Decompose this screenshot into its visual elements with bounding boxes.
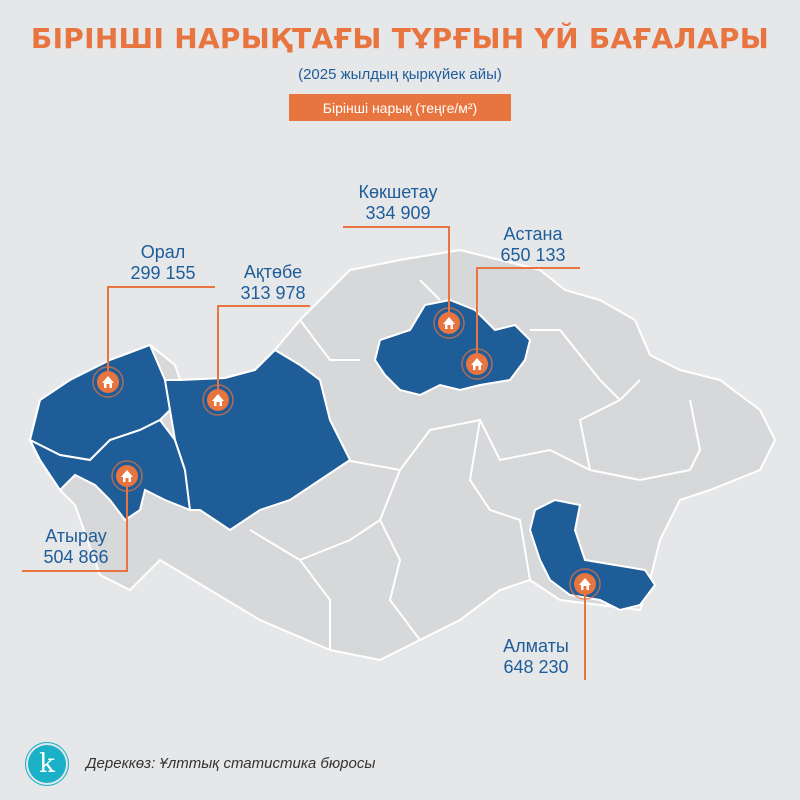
- region-atyrau: [27, 418, 192, 522]
- leader-astana: [476, 267, 580, 364]
- source-note: Дереккөз: Ұлттық статистика бюросы: [86, 755, 376, 772]
- page-subtitle: (2025 жылдың қыркүйек айы): [298, 66, 502, 83]
- legend-label: Бірінші нарық (теңге/м²): [289, 94, 511, 121]
- house-marker-astana-icon: [461, 348, 493, 380]
- house-marker-kokshetau-icon: [433, 307, 465, 339]
- region-akmola: [373, 298, 532, 397]
- leader-oral: [107, 286, 215, 382]
- leader-lines: [22, 226, 586, 680]
- house-marker-oral-icon: [92, 366, 124, 398]
- city-price: 504 866: [43, 547, 109, 567]
- city-name: Көкшетау: [358, 182, 438, 202]
- region-almaty: [528, 498, 657, 612]
- region-borders: [249, 279, 702, 650]
- city-price: 299 155: [130, 263, 196, 283]
- country-outline: [28, 248, 777, 662]
- city-price: 650 133: [500, 245, 566, 265]
- city-name: Алматы: [503, 636, 569, 656]
- leader-atyrau: [22, 476, 128, 572]
- house-marker-almaty-icon: [569, 568, 601, 600]
- page-title: БІРІНШІ НАРЫҚТАҒЫ ТҰРҒЫН ҮЙ БАҒАЛАРЫ: [30, 22, 770, 55]
- city-label-almaty: Алматы 648 230: [488, 636, 584, 678]
- leader-kokshetau: [343, 226, 450, 323]
- leader-aktobe: [217, 305, 310, 400]
- city-price: 648 230: [503, 657, 569, 677]
- house-marker-aktobe-icon: [202, 384, 234, 416]
- city-label-atyrau: Атырау 504 866: [28, 526, 124, 568]
- city-name: Ақтөбе: [243, 262, 303, 282]
- city-name: Астана: [503, 224, 563, 244]
- city-label-aktobe: Ақтөбе 313 978: [228, 262, 318, 304]
- city-name: Орал: [140, 242, 186, 262]
- city-label-astana: Астана 650 133: [488, 224, 578, 266]
- city-label-kokshetau: Көкшетау 334 909: [343, 182, 453, 224]
- city-label-oral: Орал 299 155: [118, 242, 208, 284]
- city-price: 313 978: [240, 283, 306, 303]
- city-price: 334 909: [365, 203, 431, 223]
- house-marker-atyrau-icon: [111, 460, 143, 492]
- city-name: Атырау: [45, 526, 107, 546]
- brand-logo: k: [28, 745, 66, 783]
